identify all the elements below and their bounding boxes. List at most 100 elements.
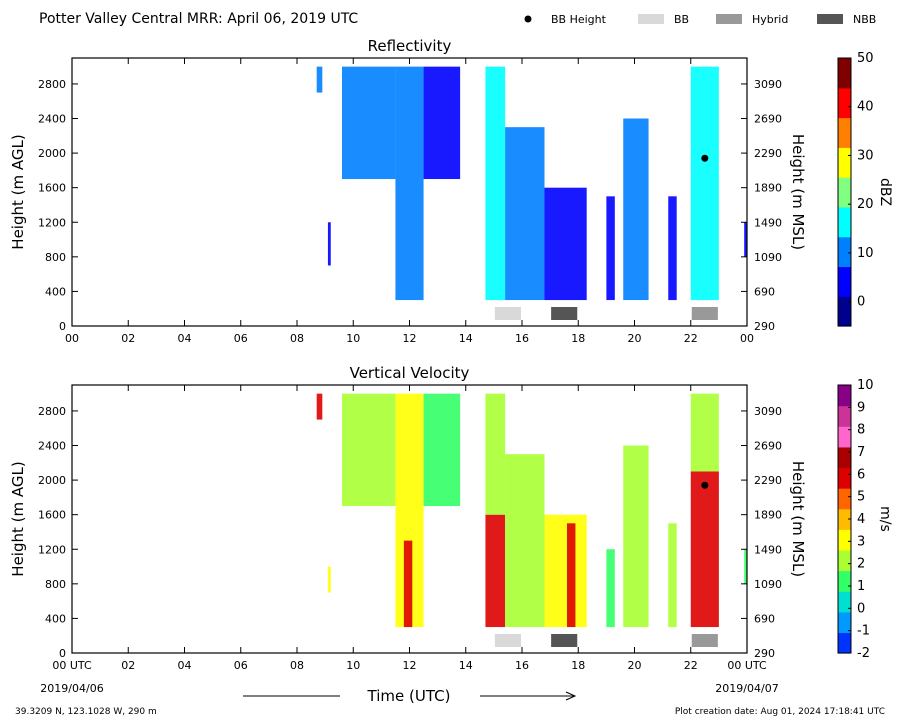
echo-region	[623, 445, 649, 628]
y-tick-label-right: 1090	[754, 251, 782, 264]
colorbar-segment	[838, 591, 851, 613]
y-tick-label-left: 2800	[38, 405, 66, 418]
colorbar-segment	[838, 385, 851, 407]
echo-region	[606, 196, 615, 301]
colorbar-segment	[838, 570, 851, 592]
echo-region	[744, 222, 747, 257]
colorbar-tick-label: 1	[857, 579, 865, 594]
legend-label-bb-height: BB Height	[551, 13, 607, 26]
y-tick-label-right: 2690	[754, 113, 782, 126]
y-tick-label-left: 2000	[38, 147, 66, 160]
echo-region	[505, 127, 545, 301]
legend-bb-height-dot	[524, 15, 532, 23]
x-tick-label: 16	[515, 332, 529, 345]
colorbar-segment	[838, 446, 851, 469]
y-tick-label-right: 3090	[754, 78, 782, 91]
colorbar-segment	[838, 508, 851, 530]
legend-label-nbb: NBB	[853, 13, 876, 26]
end-date: 2019/04/07	[715, 682, 778, 695]
station-location: 39.3209 N, 123.1028 W, 290 m	[15, 707, 157, 717]
x-tick-label: 10	[346, 659, 360, 672]
legend-label-bb: BB	[674, 13, 689, 26]
x-tick-label: 22	[684, 659, 698, 672]
panel-title: Vertical Velocity	[350, 364, 470, 382]
colorbar-tick-label: 0	[857, 601, 865, 616]
echo-region	[403, 540, 413, 628]
y-tick-label-right: 1490	[754, 216, 782, 229]
colorbar-segment	[838, 87, 851, 119]
echo-region	[316, 393, 323, 420]
x-tick-label: 14	[459, 332, 473, 345]
colorbar-tick-label: 6	[857, 467, 865, 482]
bright-band-marker-bb	[494, 307, 521, 320]
y-tick-label-left: 2400	[38, 113, 66, 126]
bright-band-height-point	[701, 154, 709, 162]
y-tick-label-left: 0	[59, 320, 66, 333]
colorbar-segment	[838, 529, 851, 551]
echo-region	[395, 66, 424, 301]
y-tick-label-right: 2290	[754, 147, 782, 160]
echo-region	[668, 523, 677, 628]
colorbar-segment	[838, 266, 851, 297]
echo-region	[423, 393, 461, 507]
echo-region	[544, 187, 587, 301]
x-tick-label: 12	[403, 332, 417, 345]
colorbar-tick-label: 4	[857, 512, 865, 527]
echo-region	[690, 393, 719, 472]
y-tick-label-right: 690	[754, 612, 775, 625]
colorbar-segment	[838, 206, 851, 238]
colorbar-tick-label: 7	[857, 445, 865, 460]
arrow-right-icon	[565, 691, 577, 701]
x-tick-label: 00 UTC	[727, 659, 767, 672]
colorbar-segment	[838, 488, 851, 510]
echo-region	[342, 393, 396, 507]
echo-region	[505, 454, 545, 628]
y-axis-label-right: Height (m MSL)	[789, 461, 807, 577]
x-tick-label: 18	[571, 332, 585, 345]
y-tick-label-left: 2800	[38, 78, 66, 91]
x-tick-label: 10	[346, 332, 360, 345]
x-tick-label: 04	[178, 659, 192, 672]
y-tick-label-left: 0	[59, 647, 66, 660]
y-axis-label-right: Height (m MSL)	[789, 134, 807, 250]
y-tick-label-left: 400	[45, 612, 66, 625]
colorbar-label: dBZ	[877, 178, 893, 206]
y-tick-label-left: 1600	[38, 182, 66, 195]
echo-region	[327, 222, 331, 266]
colorbar-tick-label: 2	[857, 557, 865, 572]
colorbar-segment	[838, 549, 851, 572]
x-tick-label: 06	[234, 659, 248, 672]
colorbar-frame	[837, 57, 852, 327]
x-tick-label: 20	[628, 659, 642, 672]
y-tick-label-left: 400	[45, 285, 66, 298]
echo-region	[485, 514, 506, 628]
colorbar-segment	[838, 632, 851, 654]
legend-label-hybrid: Hybrid	[752, 13, 788, 26]
colorbar-segment	[838, 296, 851, 327]
colorbar-tick-label: 9	[857, 400, 865, 415]
x-tick-label: 16	[515, 659, 529, 672]
y-tick-label-right: 1890	[754, 182, 782, 195]
x-tick-label: 00	[740, 332, 754, 345]
x-tick-label: 02	[121, 332, 135, 345]
y-tick-label-left: 1200	[38, 543, 66, 556]
echo-region	[668, 196, 677, 301]
colorbar-tick-label: 50	[857, 51, 874, 66]
echo-region	[327, 566, 331, 593]
y-tick-label-right: 2290	[754, 474, 782, 487]
bright-band-marker-nbb	[551, 307, 578, 320]
y-tick-label-right: 290	[754, 647, 775, 660]
x-tick-label: 00	[65, 332, 79, 345]
figure-legend: BB Height BB Hybrid NBB	[524, 13, 876, 26]
colorbar-segment	[838, 467, 851, 489]
y-tick-label-right: 1890	[754, 509, 782, 522]
x-tick-label: 20	[628, 332, 642, 345]
y-axis-label-left: Height (m AGL)	[9, 461, 27, 576]
x-tick-label: 08	[290, 659, 304, 672]
colorbar-segment	[838, 58, 851, 89]
colorbar-tick-label: 40	[857, 100, 874, 115]
colorbar-tick-label: 30	[857, 148, 874, 163]
echo-region	[485, 393, 506, 515]
figure-title: Potter Valley Central MRR: April 06, 201…	[39, 11, 358, 27]
y-tick-label-left: 1600	[38, 509, 66, 522]
